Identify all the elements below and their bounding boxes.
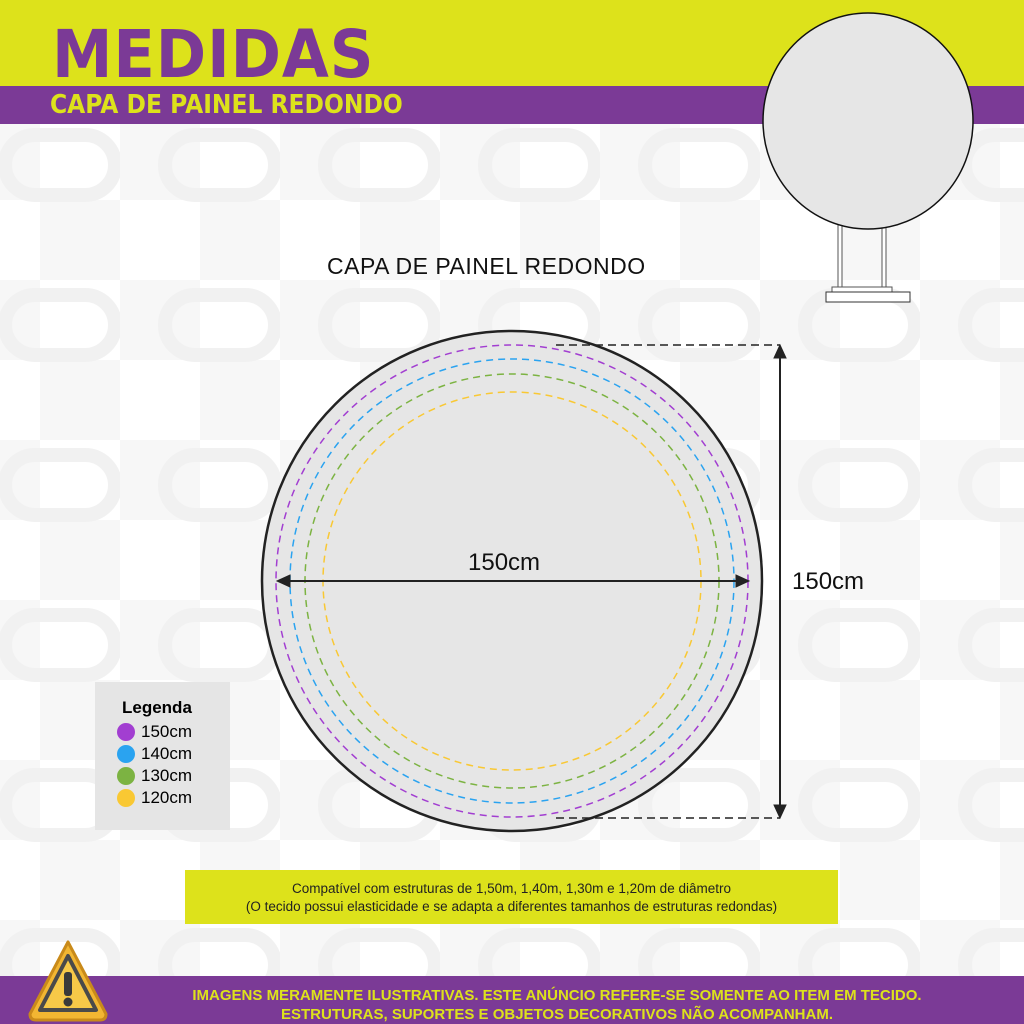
disclaimer-line: IMAGENS MERAMENTE ILUSTRATIVAS. ESTE ANÚ… [192, 987, 922, 1004]
height-label: 150cm [792, 568, 865, 595]
yellow-dot-icon [117, 789, 135, 807]
warning-icon [28, 940, 108, 1022]
width-arrow [275, 574, 751, 588]
note-line: (O tecido possui elasticidade e se adapt… [245, 899, 778, 914]
panel-illustration [762, 12, 974, 303]
legend-label: 120cm [141, 788, 193, 807]
legend-item: 130cm [117, 765, 230, 787]
disclaimer-line: ESTRUTURAS, SUPORTES E OBJETOS DECORATIV… [281, 1006, 833, 1023]
compatibility-note: Compatível com estruturas de 1,50m, 1,40… [185, 870, 838, 924]
legend-label: 150cm [141, 722, 193, 741]
legend: Legenda 150cm 140cm 130cm 120cm [95, 682, 230, 830]
purple-dot-icon [117, 723, 135, 741]
legend-item: 120cm [117, 787, 230, 809]
width-label: 150cm [468, 549, 541, 576]
legend-item: 150cm [117, 721, 230, 743]
height-arrow [773, 343, 787, 820]
disclaimer-footer: IMAGENS MERAMENTE ILUSTRATIVAS. ESTE ANÚ… [0, 976, 1024, 1024]
page-subtitle: CAPA DE PAINEL REDONDO [50, 90, 403, 120]
legend-item: 140cm [117, 743, 230, 765]
legend-label: 130cm [141, 766, 193, 785]
page-title: MEDIDAS [52, 16, 375, 93]
green-dot-icon [117, 767, 135, 785]
diagram-caption: CAPA DE PAINEL REDONDO [327, 253, 646, 279]
legend-label: 140cm [141, 744, 193, 763]
blue-dot-icon [117, 745, 135, 763]
note-line: Compatível com estruturas de 1,50m, 1,40… [292, 881, 731, 896]
legend-title: Legenda [122, 698, 192, 717]
